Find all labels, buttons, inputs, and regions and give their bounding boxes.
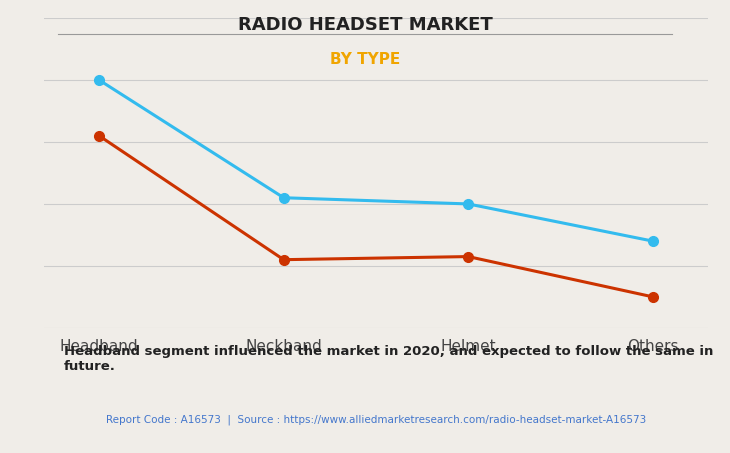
Text: BY TYPE: BY TYPE: [330, 52, 400, 67]
Text: RADIO HEADSET MARKET: RADIO HEADSET MARKET: [238, 16, 492, 34]
Text: Headband segment influenced the market in 2020, and expected to follow the same : Headband segment influenced the market i…: [64, 345, 713, 373]
Text: Report Code : A16573  |  Source : https://www.alliedmarketresearch.com/radio-hea: Report Code : A16573 | Source : https://…: [106, 414, 646, 425]
